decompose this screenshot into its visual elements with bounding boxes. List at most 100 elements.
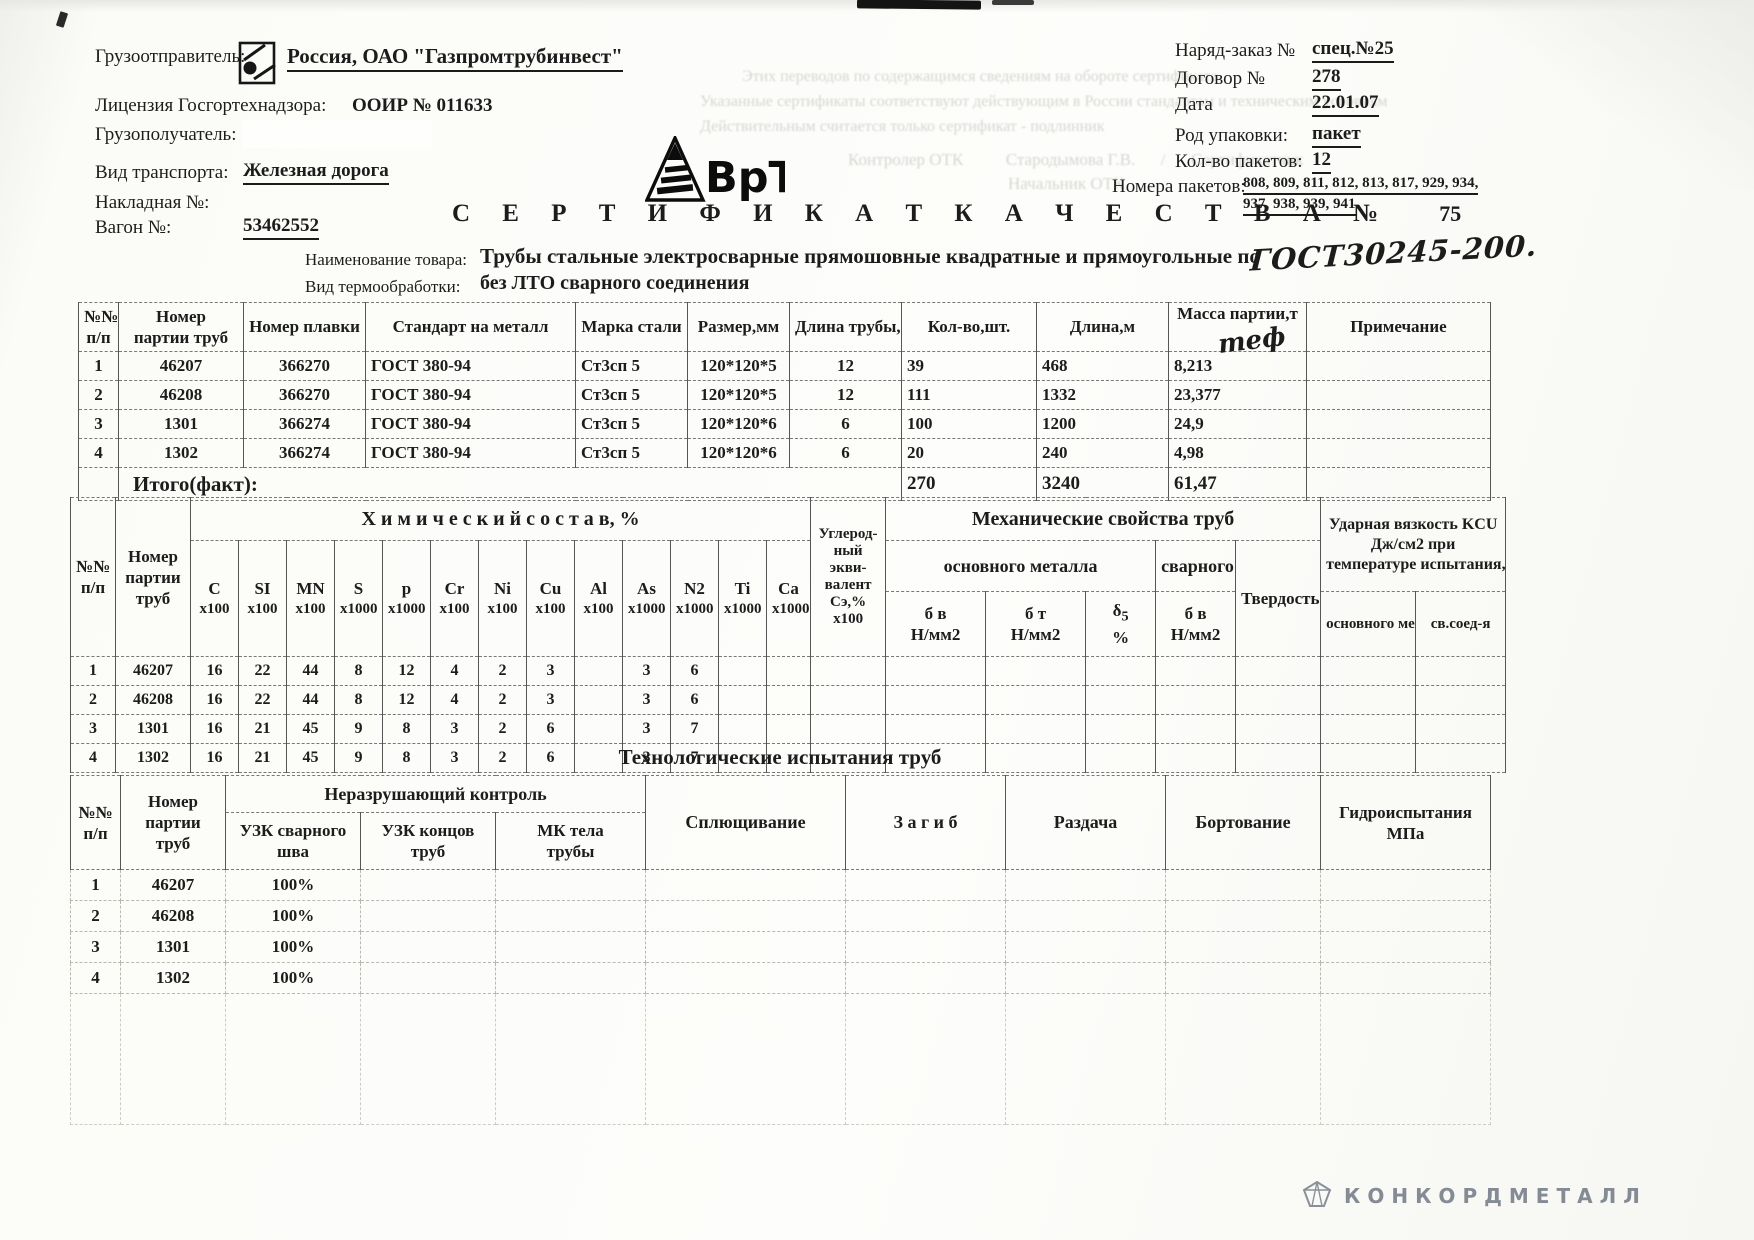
certificate-number: 75 [1439,201,1462,226]
cell [645,869,847,901]
brand-text: КОНКОРДМЕТАЛЛ [1344,1184,1647,1208]
kcu-group-header: Ударная вязкость KCU Дж/см2 при температур… [1320,497,1507,592]
cell: 1301 [120,931,226,963]
col-uzk-ends: УЗК концов труб [360,812,496,870]
cell [1320,685,1417,715]
consignee-label: Грузополучатель: [95,124,237,145]
chemistry-table-body: 1 46207 16 22 44 8 12 4 2 3 3 6 2 46208 16 22 44 8 12 4 2 3 3 6… [70,656,1507,773]
cell: 12 [789,380,902,410]
license-value: ООИР № 011633 [352,95,493,116]
label: x100 [247,600,278,617]
label: Ударная вязкость KCU [1328,515,1498,533]
label: Ti [734,578,751,598]
cell: 100% [225,869,361,901]
cell: 4 [78,438,119,468]
cell: 468 [1036,351,1169,381]
cell: 2 [478,656,527,686]
cell: 3 [622,656,671,686]
cell: 366270 [243,351,366,381]
cell [1306,438,1491,468]
cell [845,962,1007,994]
cell [494,962,647,994]
cell: 46207 [115,656,191,686]
label: УЗК сварного [239,821,347,840]
cell: 44 [286,685,335,715]
cell: 1 [70,656,116,686]
label: x100 [535,600,566,617]
cell: ГОСТ 380-94 [365,380,576,410]
table-row: 2 46208 366270 ГОСТ 380-94 Ст3сп 5 120*120*5 1… [78,380,1491,410]
col-element-N2: N2 x1000 [670,540,719,657]
label: партии труб [133,328,229,347]
cell [494,993,647,1125]
bleed-line: Указанные сертификаты соответствуют дейс… [700,93,1388,110]
cell: 24,9 [1168,409,1307,439]
cell [1306,467,1491,501]
cell [985,656,1087,686]
cell: Ст3сп 5 [575,351,688,381]
cell [645,931,847,963]
cell: 4 [70,962,121,994]
cell: 46207 [120,869,226,901]
cell: 1302 [120,962,226,994]
cell: 3 [526,656,575,686]
cell [78,467,119,501]
col-element-Ti: Ti x1000 [718,540,767,657]
cell [810,714,887,744]
col-size: Размер,мм [687,302,790,352]
cell [1320,962,1492,994]
table-row: 4 1302 100% [70,962,1492,994]
cell [1320,900,1492,932]
cell [845,869,1007,901]
label: Н/мм2 [1170,625,1221,644]
label: Углерод- [818,526,878,542]
cell: 9 [334,743,383,773]
tech-tests-table-body: 1 46207 100% 2 46208 100% 3 1301 100% 4 1302 100% [70,869,1492,994]
col-qty: Кол-во,шт. [901,302,1037,352]
scan-smudge [856,0,982,10]
col-element-As: As x1000 [622,540,671,657]
table-row: 4 1302 366274 ГОСТ 380-94 Ст3сп 5 120*120*6 6 2… [78,438,1491,468]
label: Al [590,578,607,598]
date-label: Дата [1175,94,1213,115]
consignor-label: Грузоотправитель: [95,46,246,67]
cell [1235,685,1322,715]
cell: 8 [382,714,431,744]
scan-corner-shade [1454,0,1754,190]
cell: 3 [526,685,575,715]
col-note: Примечание [1306,302,1491,352]
cell [574,685,623,715]
label: Cr [444,578,465,598]
scan-left-edge [0,0,60,1240]
label: x100 [487,600,518,617]
cell [1320,656,1417,686]
cell [985,714,1087,744]
cell [885,743,987,773]
label: MN [296,578,325,598]
cell [360,962,496,994]
total-label: Итого(факт): [118,467,902,501]
col-hardness: Твердость [1235,540,1322,657]
cell: 100% [225,900,361,932]
col-uzk-weld: УЗК сварного шва [225,812,361,870]
cell: 1301 [118,409,244,439]
cell: 6 [526,743,575,773]
label: №№ [78,802,113,822]
cell: 4 [430,685,479,715]
cell: 7 [670,743,719,773]
chem-group-header: Х и м и ч е с к и й с о с т а в, % [189,497,812,541]
cell [1235,714,1322,744]
cell: 4,98 [1168,438,1307,468]
col-element-P: p x1000 [382,540,431,657]
cell [494,931,647,963]
cell [1085,714,1157,744]
chemistry-table: №№ п/п Номер партии труб Х и м и ч е с к и … [70,497,1507,773]
col-flattening: Сплющивание [645,775,847,870]
label: МПа [1386,823,1425,843]
cell [985,685,1087,715]
cell [1005,962,1167,994]
col-element-SI: SI x100 [238,540,287,657]
total-qty: 270 [901,467,1037,501]
transport-value: Железная дорога [243,160,389,185]
cell [1306,409,1491,439]
